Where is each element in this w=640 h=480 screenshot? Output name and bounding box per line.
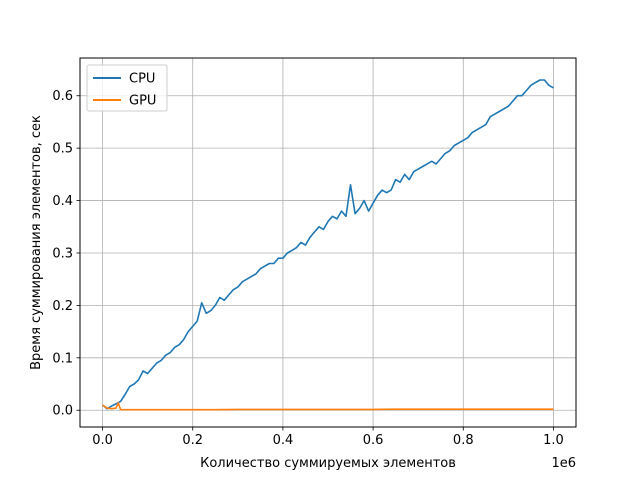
x-tick-label: 0.6 xyxy=(363,433,384,448)
x-tick-label: 0.0 xyxy=(92,433,113,448)
y-tick-label: 0.4 xyxy=(52,194,73,209)
axes-frame xyxy=(79,57,577,428)
y-tick-label: 0.2 xyxy=(52,299,73,314)
y-tick-label: 0.5 xyxy=(52,142,73,157)
y-tick-label: 0.3 xyxy=(52,246,73,261)
legend: CPU GPU xyxy=(86,64,168,112)
x-tick-label: 0.8 xyxy=(453,433,474,448)
x-tick-label: 0.2 xyxy=(182,433,203,448)
x-tick-label: 1.0 xyxy=(543,433,564,448)
y-axis-label: Время суммирования элементов, сек xyxy=(29,115,44,370)
legend-label-gpu: GPU xyxy=(129,94,156,109)
ticks: 0.0 0.2 0.4 0.6 0.8 1.0 0.0 0.1 0.2 0.3 0.4 0.5 0.6 xyxy=(52,89,563,448)
legend-label-cpu: CPU xyxy=(129,72,155,87)
y-tick-label: 0.0 xyxy=(52,404,73,419)
series-layer xyxy=(101,79,554,411)
x-offset-label: 1e6 xyxy=(551,456,576,471)
x-tick-label: 0.4 xyxy=(273,433,294,448)
grid xyxy=(80,58,576,427)
series-line-gpu xyxy=(102,402,554,411)
series-line-cpu xyxy=(101,79,554,410)
x-axis-label: Количество суммируемых элементов xyxy=(200,456,456,471)
y-tick-label: 0.1 xyxy=(52,351,73,366)
y-tick-label: 0.6 xyxy=(52,89,73,104)
